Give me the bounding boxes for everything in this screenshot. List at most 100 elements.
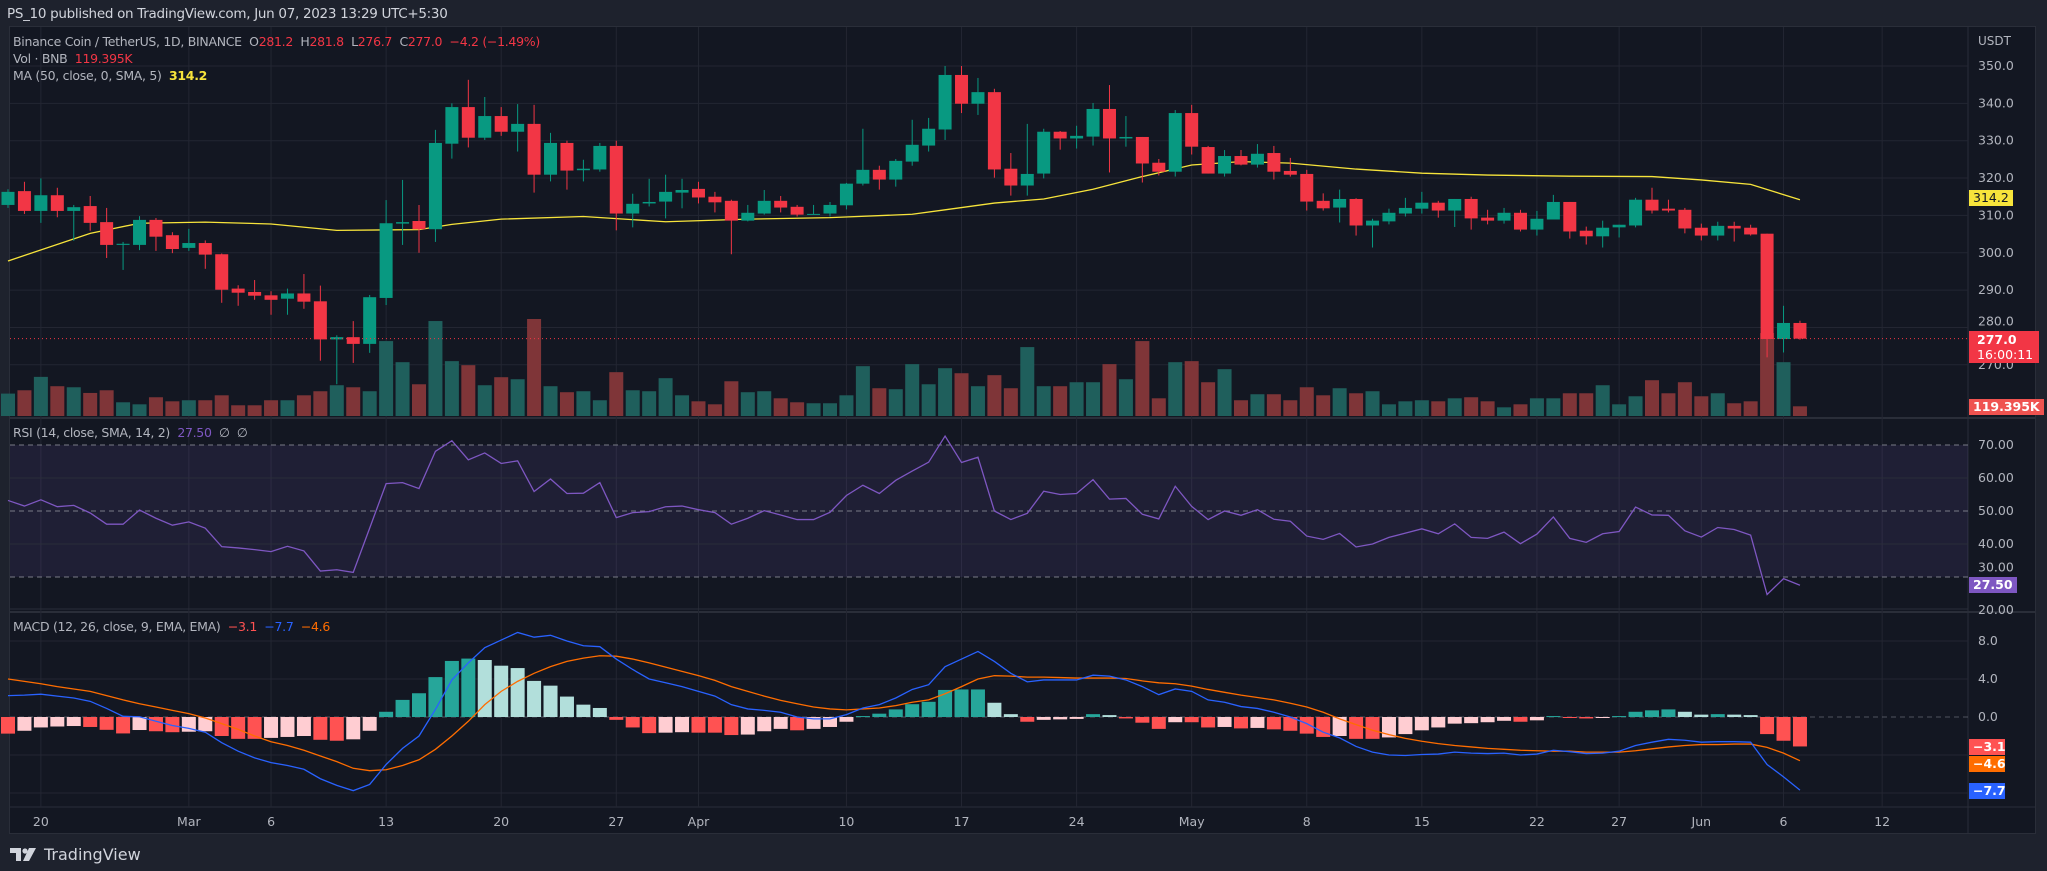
volume-bar	[99, 390, 114, 416]
candle-body	[297, 293, 311, 302]
macd-histogram-bar	[658, 717, 673, 733]
macd-histogram-bar	[148, 717, 163, 732]
volume-bar	[231, 405, 246, 416]
macd-legend[interactable]: MACD (12, 26, close, 9, EMA, EMA) −3.1 −…	[13, 619, 330, 634]
chart-frame[interactable]	[9, 26, 2036, 834]
macd-histogram-bar	[1135, 717, 1150, 723]
volume-bar	[625, 390, 640, 416]
volume-bar	[1727, 403, 1742, 416]
volume-bar	[592, 400, 607, 416]
candle-body	[313, 301, 327, 340]
macd-histogram-bar	[66, 717, 81, 727]
candle-body	[938, 74, 952, 130]
volume-bar	[1694, 396, 1709, 416]
volume-bar	[1480, 401, 1495, 416]
volume-bar	[1250, 394, 1265, 416]
volume-bar	[790, 402, 805, 416]
volume-bar	[1003, 388, 1018, 416]
candle-body	[905, 144, 919, 162]
time-tick-label: 17	[954, 814, 970, 829]
time-tick-label: Apr	[688, 814, 710, 829]
rsi-legend[interactable]: RSI (14, close, SMA, 14, 2) 27.50 ∅ ∅	[13, 425, 248, 440]
macd-histogram-bar	[444, 660, 459, 717]
volume-bar	[707, 404, 722, 416]
volume-bar	[1645, 380, 1659, 416]
time-tick-label: 27	[608, 814, 624, 829]
macd-histogram-bar	[823, 717, 837, 727]
macd-histogram-bar	[198, 717, 213, 732]
macd-histogram-bar	[132, 717, 147, 731]
low-label: L	[351, 34, 358, 49]
candle-body	[1218, 156, 1232, 174]
volume-bar	[132, 404, 147, 416]
ma-legend[interactable]: MA (50, close, 0, SMA, 5) 314.2	[13, 68, 207, 83]
candle-body	[1037, 131, 1051, 174]
macd-histogram-bar	[1201, 717, 1216, 728]
macd-histogram-bar	[412, 693, 426, 717]
time-tick-label: 13	[378, 814, 394, 829]
volume-bar	[1283, 400, 1298, 416]
candle-body	[149, 219, 163, 237]
macd-tick-label: 4.0	[1978, 671, 1998, 686]
candle-body	[1727, 225, 1741, 229]
candle-body	[1398, 207, 1412, 214]
candle-body	[231, 288, 245, 293]
ma-value: 314.2	[169, 68, 208, 83]
symbol-legend[interactable]: Binance Coin / TetherUS, 1D, BINANCE O28…	[13, 34, 540, 49]
volume-bar	[1464, 397, 1479, 416]
macd-hist-value: −3.1	[227, 619, 257, 634]
volume-bar	[806, 403, 821, 416]
candle-body	[198, 243, 212, 255]
candle-body	[1102, 108, 1116, 139]
volume-bar	[1135, 341, 1150, 416]
candle-body	[1086, 108, 1100, 137]
macd-histogram-bar	[116, 717, 131, 734]
macd-histogram-bar	[461, 658, 476, 717]
candle-body	[1300, 173, 1314, 202]
volume-bar	[395, 362, 410, 416]
candle-body	[1201, 147, 1215, 174]
volume-bar	[839, 395, 854, 416]
candle-body	[1431, 202, 1445, 211]
macd-histogram-bar	[1053, 717, 1068, 720]
volume-bar	[1349, 393, 1364, 416]
volume-bar	[1414, 400, 1429, 416]
volume-bar	[773, 398, 788, 416]
volume-bar	[954, 373, 969, 416]
tradingview-footer[interactable]: TradingView	[10, 845, 141, 864]
candle-body	[1760, 233, 1774, 340]
price-tick-label: 280.0	[1978, 314, 2014, 329]
macd-histogram-bar	[1102, 715, 1117, 717]
macd-histogram-bar	[691, 717, 706, 733]
candle-body	[346, 337, 360, 344]
time-tick-label: 24	[1069, 814, 1085, 829]
ma-label: MA (50, close, 0, SMA, 5)	[13, 68, 162, 83]
volume-bar	[296, 395, 311, 416]
volume-bar	[938, 368, 953, 416]
volume-bar	[1497, 407, 1512, 416]
candle-body	[1694, 227, 1708, 236]
candle-body	[1349, 198, 1363, 226]
candle-body	[790, 206, 804, 215]
volume-bar	[1332, 388, 1347, 416]
candle-body	[1185, 113, 1199, 147]
volume-bar	[1776, 362, 1791, 416]
macd-histogram-bar	[1513, 717, 1528, 722]
macd-histogram-bar	[592, 707, 607, 717]
rsi-band-fill	[10, 445, 1968, 577]
macd-signal-line	[7, 655, 1801, 772]
volume-bar	[1266, 394, 1281, 416]
price-tick-label: 330.0	[1978, 133, 2014, 148]
macd-histogram-bar	[576, 704, 591, 717]
macd-histogram-bar	[1579, 717, 1594, 719]
macd-histogram-bar	[280, 717, 295, 737]
volume-label: Vol · BNB	[13, 51, 68, 66]
candle-body	[363, 297, 377, 344]
candle-body	[1661, 208, 1675, 211]
volume-bar	[379, 341, 394, 416]
volume-bar	[1710, 393, 1725, 416]
volume-legend[interactable]: Vol · BNB 119.395K	[13, 51, 133, 66]
volume-bar	[1661, 393, 1676, 416]
price-tick-label: 340.0	[1978, 95, 2014, 110]
